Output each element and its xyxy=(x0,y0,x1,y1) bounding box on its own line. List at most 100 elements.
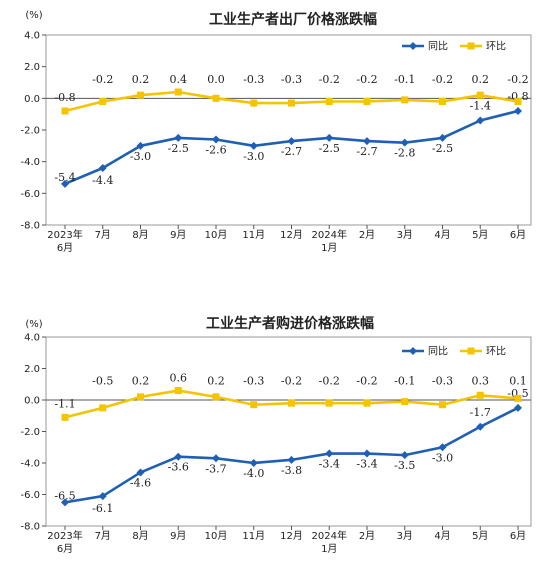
legend-label-mom: 环比 xyxy=(486,41,506,53)
data-point-mom xyxy=(174,387,182,395)
data-label-mom: -0.2 xyxy=(281,375,302,388)
data-label-yoy: -6.5 xyxy=(54,489,75,502)
data-point-mom xyxy=(174,88,182,96)
data-label-mom: 0.6 xyxy=(170,372,188,385)
data-point-mom xyxy=(288,399,295,407)
y-axis-unit: (%) xyxy=(25,319,42,330)
data-label-mom: 0.0 xyxy=(207,73,225,86)
data-label-mom: -0.2 xyxy=(507,73,528,86)
data-point-mom xyxy=(401,96,409,104)
data-point-mom xyxy=(363,399,371,407)
x-tick-label: 6月 xyxy=(510,530,526,542)
y-tick-label: -2.0 xyxy=(20,427,40,438)
data-label-mom: -0.3 xyxy=(243,73,264,86)
data-point-yoy xyxy=(212,454,220,463)
data-label-mom: -0.3 xyxy=(243,375,264,388)
legend-marker-mom xyxy=(467,347,475,355)
data-label-mom: 0.2 xyxy=(472,73,490,86)
data-point-yoy xyxy=(476,116,485,125)
data-label-yoy: -5.4 xyxy=(54,171,75,184)
y-tick-label: -6.0 xyxy=(20,189,40,200)
x-tick-label-line2: 1月 xyxy=(321,543,337,555)
x-tick-label-line2: 6月 xyxy=(57,543,73,555)
data-point-mom xyxy=(137,393,144,401)
data-point-mom xyxy=(439,401,446,409)
data-point-mom xyxy=(325,98,333,105)
y-tick-label: 2.0 xyxy=(24,62,40,73)
x-tick-label: 2023年 xyxy=(47,529,82,542)
data-point-mom xyxy=(439,98,446,105)
data-point-mom xyxy=(325,399,333,407)
x-tick-label: 7月 xyxy=(95,530,111,542)
y-tick-label: 4.0 xyxy=(24,31,40,42)
data-point-mom xyxy=(137,91,144,99)
chart-title: 工业生产者购进价格涨跌幅 xyxy=(206,315,374,332)
y-tick-label: -4.0 xyxy=(20,157,40,168)
y-tick-label: -8.0 xyxy=(20,522,40,533)
data-point-yoy xyxy=(325,133,334,142)
x-tick-label: 10月 xyxy=(205,530,228,542)
y-tick-label: 2.0 xyxy=(24,364,40,375)
data-point-mom xyxy=(99,98,107,105)
data-label-mom: -0.2 xyxy=(356,73,377,86)
x-tick-label: 3月 xyxy=(397,530,413,542)
data-label-mom: 0.2 xyxy=(132,73,150,86)
data-label-yoy: -4.0 xyxy=(243,467,264,480)
data-point-mom xyxy=(61,107,69,115)
data-point-yoy xyxy=(61,498,69,507)
data-point-yoy xyxy=(363,449,371,458)
data-label-yoy: -2.5 xyxy=(319,142,340,155)
data-label-mom: -0.8 xyxy=(54,91,75,104)
x-tick-label: 9月 xyxy=(170,229,186,241)
data-point-yoy xyxy=(136,141,145,150)
data-point-yoy xyxy=(174,133,183,142)
x-tick-label: 8月 xyxy=(132,229,148,241)
x-tick-label: 11月 xyxy=(242,530,265,542)
data-label-yoy: -2.8 xyxy=(394,147,415,160)
data-label-mom: -0.5 xyxy=(92,375,113,388)
x-tick-label: 5月 xyxy=(472,530,488,542)
x-tick-label: 10月 xyxy=(205,229,228,241)
x-tick-label: 6月 xyxy=(510,229,526,241)
y-tick-label: -4.0 xyxy=(20,459,40,470)
data-label-mom: 0.3 xyxy=(472,375,490,388)
data-label-yoy: -2.7 xyxy=(356,145,377,158)
y-tick-label: 0.0 xyxy=(24,94,40,105)
data-label-mom: -0.2 xyxy=(319,73,340,86)
x-tick-label: 2023年 xyxy=(47,228,82,241)
legend-marker-yoy xyxy=(409,42,417,50)
data-point-yoy xyxy=(249,459,258,467)
data-label-yoy: -2.5 xyxy=(432,142,453,155)
data-point-mom xyxy=(288,99,295,107)
data-point-yoy xyxy=(174,452,183,461)
data-label-yoy: -4.6 xyxy=(130,476,151,489)
data-point-yoy xyxy=(363,137,371,146)
data-point-mom xyxy=(212,94,220,102)
data-point-yoy xyxy=(438,133,447,142)
x-tick-label: 12月 xyxy=(280,229,303,241)
data-label-yoy: -4.4 xyxy=(92,174,113,187)
y-tick-label: -6.0 xyxy=(20,490,40,501)
data-point-mom xyxy=(212,393,220,401)
data-label-yoy: -3.4 xyxy=(356,458,377,471)
data-label-mom: 0.2 xyxy=(132,375,150,388)
data-label-mom: -1.1 xyxy=(54,397,75,410)
data-label-yoy: -0.5 xyxy=(507,387,528,400)
legend-marker-yoy xyxy=(409,347,417,355)
data-label-yoy: -3.8 xyxy=(281,464,302,477)
x-tick-label: 2024年 xyxy=(312,228,347,241)
legend-label-yoy: 同比 xyxy=(428,41,448,53)
data-point-mom xyxy=(514,98,522,105)
x-tick-label: 11月 xyxy=(242,229,265,241)
x-tick-label: 9月 xyxy=(170,530,186,542)
x-tick-label: 7月 xyxy=(95,229,111,241)
data-label-mom: -0.2 xyxy=(432,73,453,86)
data-label-yoy: -6.1 xyxy=(92,502,113,515)
data-label-mom: -0.1 xyxy=(394,73,415,86)
data-point-mom xyxy=(99,404,107,412)
data-label-yoy: -1.7 xyxy=(470,406,491,419)
data-label-yoy: -3.0 xyxy=(130,150,151,163)
data-point-mom xyxy=(363,98,371,105)
